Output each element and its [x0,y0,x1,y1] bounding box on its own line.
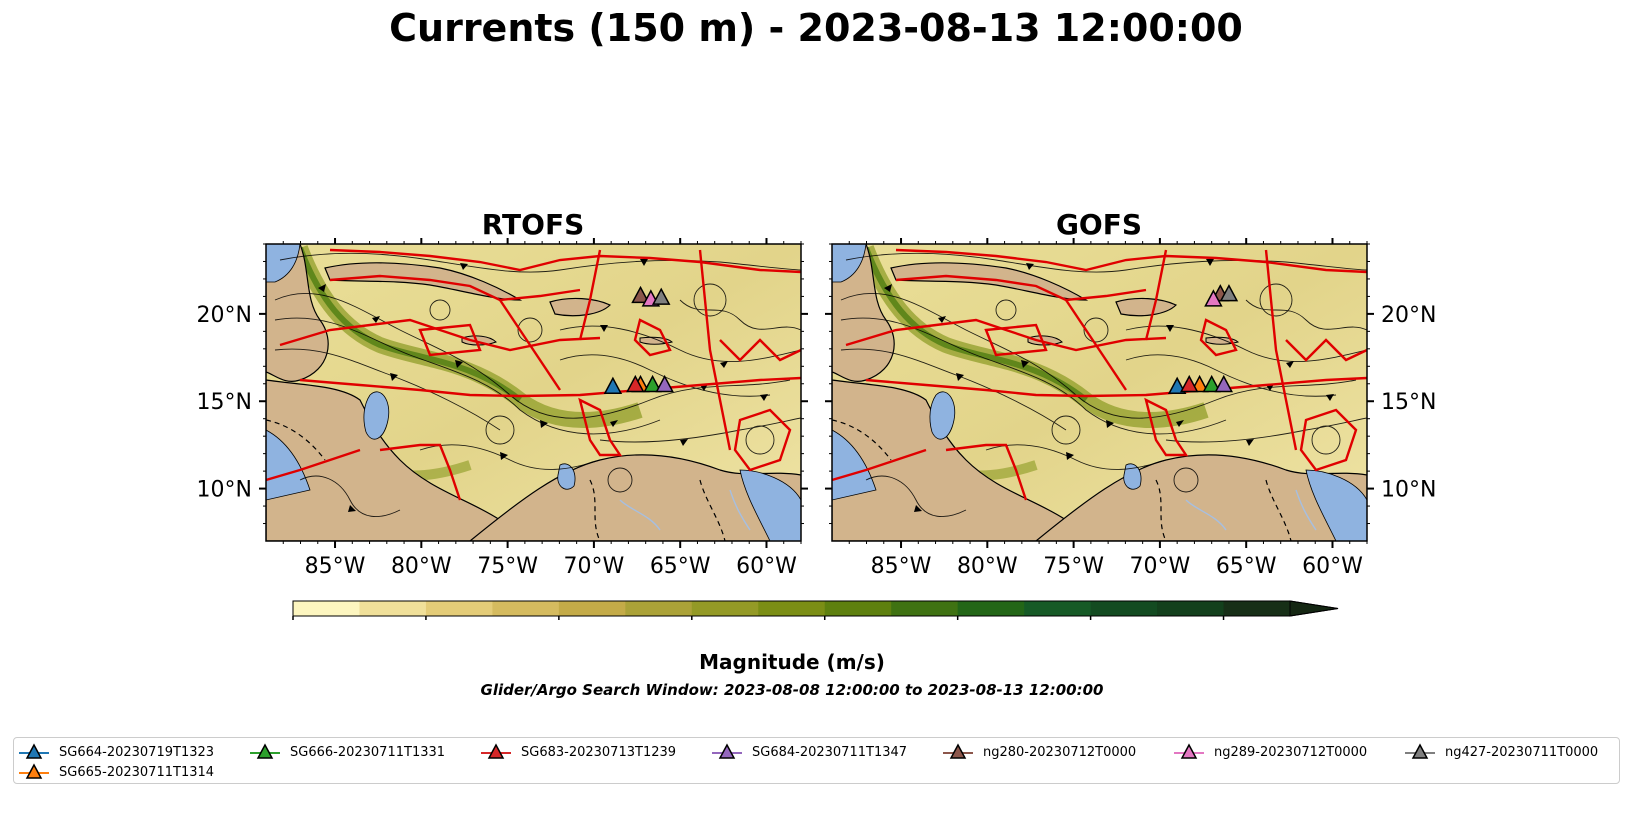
glider-marker [1214,374,1234,393]
legend-item: ng280-20230712T0000 [943,742,1136,762]
colorbar-segment [758,601,826,616]
colorbar [292,600,1339,617]
glider-marker [651,287,671,305]
glider-markers [603,284,1239,395]
x-tick-label: 85°W [871,554,932,579]
figure-title: Currents (150 m) - 2023-08-13 12:00:00 [389,6,1243,50]
legend-marker-icon [250,743,280,759]
x-tick-label: 65°W [650,554,711,579]
map-frame-gofs [831,243,1368,542]
legend-label: ng280-20230712T0000 [983,744,1137,760]
legend-item: SG684-20230711T1347 [712,742,907,762]
legend-label: SG683-20230713T1239 [521,744,677,760]
colorbar-segment [359,601,427,616]
colorbar-ticks: 0.00.20.40.60.81.01.21.4 [292,616,1225,620]
colorbar-segment [558,601,626,616]
colorbar-segment [1090,601,1158,616]
y-tick-label: 10°N [197,478,252,503]
colorbar-extend-arrow [1289,600,1339,617]
legend-marker-icon [712,743,742,759]
legend-label: ng427-20230711T0000 [1445,744,1599,760]
axes-layer: 85°W 80°W 75°W 70°W 65°W 60°W 20°N 15°N 10°N 85°W… [197,238,1436,579]
glider-marker [1219,284,1239,302]
x-tick-label: 80°W [957,554,1018,579]
colorbar-segment [1024,601,1092,616]
legend-item: ng427-20230711T0000 [1405,742,1598,762]
glider-marker [603,376,623,395]
legend-marker-icon [1174,743,1204,759]
y-tick-label: 10°N [1381,478,1436,503]
map-frame-rtofs [265,243,802,542]
glider-marker [643,374,662,393]
legend-item: SG665-20230711T1314 [19,762,214,782]
glider-marker [655,374,674,393]
legend-marker-icon [1405,743,1435,759]
glider-marker [1179,374,1199,393]
x-tick-label: 60°W [1302,554,1363,579]
y-tick-label: 20°N [1381,303,1436,328]
legend-label: SG666-20230711T1331 [290,744,446,760]
x-tick-label: 70°W [564,554,625,579]
glider-marker [1167,376,1187,395]
colorbar-segment [891,601,959,616]
x-tick-label: 75°W [1043,554,1104,579]
panel-title-gofs: GOFS [1056,208,1142,241]
legend-item: SG664-20230719T1323 [19,742,214,762]
x-tick-label: 80°W [391,554,452,579]
search-window-note: Glider/Argo Search Window: 2023-08-08 12… [480,681,1104,699]
legend-marker-icon [19,763,49,779]
legend-item: SG666-20230711T1331 [250,742,445,762]
legend-label: ng289-20230712T0000 [1214,744,1368,760]
y-tick-label: 15°N [197,390,252,415]
legend-item: SG683-20230713T1239 [481,742,676,762]
y-tick-label: 20°N [197,303,252,328]
glider-marker [626,374,645,393]
colorbar-segment [492,601,560,616]
maps-figure: RTOFS GOFS [197,208,1436,620]
colorbar-segment [625,601,693,616]
glider-marker [631,285,650,304]
legend-marker-icon [481,743,511,759]
map-gofs [832,244,1367,541]
x-tick-label: 75°W [477,554,538,579]
colorbar-segment [691,601,759,616]
x-tick-label: 85°W [305,554,366,579]
y-tick-label: 15°N [1381,390,1436,415]
legend-label: SG664-20230719T1323 [59,744,215,760]
colorbar-segment [957,601,1025,616]
legend-marker-icon [943,743,973,759]
x-tick-label: 60°W [736,554,797,579]
colorbar-segment [425,601,493,616]
legend-label: SG665-20230711T1314 [59,764,215,780]
glider-marker [1202,374,1221,393]
panel-title-rtofs: RTOFS [482,208,585,241]
glider-marker [1204,289,1223,307]
x-tick-label: 65°W [1216,554,1277,579]
colorbar-segment [824,601,892,616]
legend: SG664-20230719T1323 SG665-20230711T1314 SG… [13,737,1620,784]
colorbar-segment [1157,601,1225,616]
legend-item: ng289-20230712T0000 [1174,742,1367,762]
x-tick-label: 70°W [1130,554,1191,579]
legend-marker-icon [19,743,49,759]
colorbar-segment [293,601,360,616]
map-rtofs [266,244,801,541]
colorbar-segment [1223,601,1291,616]
legend-label: SG684-20230711T1347 [752,744,908,760]
colorbar-label: Magnitude (m/s) [699,650,885,674]
